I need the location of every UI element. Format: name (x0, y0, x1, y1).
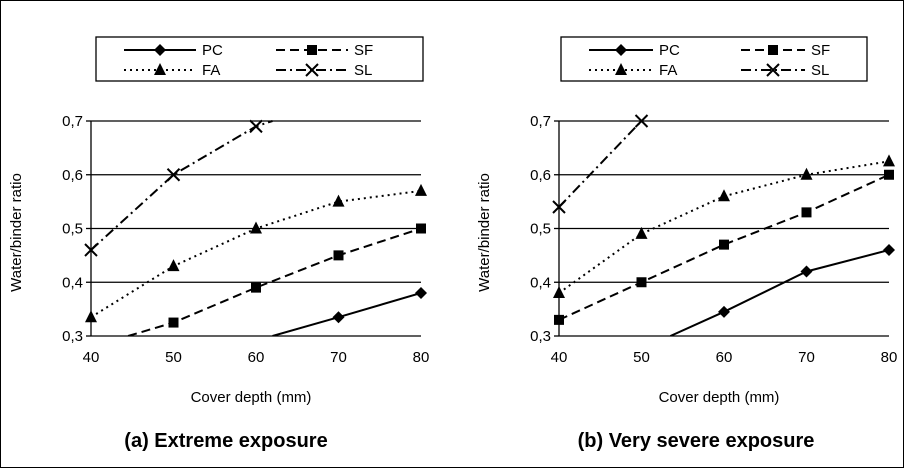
legend-marker-1-SL (766, 63, 780, 77)
chart-panel-0: 0,3 0,4 0,5 0,6 0,7 40 50 60 70 80 Cover depth (mm… (8, 36, 430, 452)
data-point-0-PC-2 (415, 287, 427, 299)
x-tick-label-1-3: 70 (798, 349, 815, 366)
series-line-1-SF (559, 173, 889, 321)
data-point-1-SF-4 (884, 169, 894, 180)
series-line-0-PC (272, 292, 421, 336)
series-line-0-SL (91, 120, 273, 251)
data-point-1-PC-2 (800, 265, 813, 278)
x-tick-label-0-3: 70 (330, 349, 347, 366)
legend-marker-1-SF (768, 45, 778, 55)
legend-marker-1-PC (615, 44, 627, 56)
y-axis-label-1: Water/binder ratio (476, 173, 493, 292)
x-tick-label-1-4: 80 (881, 349, 898, 366)
legend-box-1 (560, 36, 868, 82)
legend-label-0-FA: FA (202, 62, 220, 79)
series-line-1-PC (669, 249, 889, 336)
data-point-0-SL-2 (249, 119, 263, 134)
y-tick-label-0-4: 0,7 (62, 113, 83, 130)
x-tick-label-0-0: 40 (83, 349, 100, 366)
y-tick-label-0-1: 0,4 (62, 274, 83, 291)
series-line-1-FA (559, 160, 889, 294)
data-point-0-FA-3 (332, 194, 345, 207)
data-point-1-FA-4 (883, 154, 895, 167)
chart-caption-0: (a) Extreme exposure (124, 430, 327, 452)
series-line-0-SF (127, 227, 421, 336)
legend-label-1-FA: FA (659, 62, 677, 79)
legend-label-1-PC: PC (659, 42, 680, 59)
legend-box-0 (95, 36, 424, 82)
legend-label-0-PC: PC (202, 42, 223, 59)
legend-label-1-SL: SL (811, 62, 829, 79)
y-tick-label-1-1: 0,4 (530, 274, 551, 291)
legend-marker-0-FA (154, 63, 166, 75)
data-point-0-SF-1 (168, 317, 179, 328)
data-point-1-SF-0 (554, 314, 564, 325)
data-point-0-SL-1 (166, 168, 181, 182)
y-tick-label-0-2: 0,5 (62, 221, 83, 238)
data-point-0-SF-4 (416, 223, 426, 234)
y-tick-label-1-4: 0,7 (530, 113, 551, 130)
data-point-0-SF-3 (333, 250, 344, 261)
data-point-1-PC-3 (883, 244, 895, 256)
legend-label-0-SF: SF (354, 42, 373, 59)
legend-label-1-SF: SF (811, 42, 830, 59)
y-tick-label-1-0: 0,3 (530, 328, 551, 345)
data-point-1-FA-1 (635, 226, 648, 239)
data-point-0-FA-4 (415, 183, 427, 196)
chart-panel-1: 0,3 0,4 0,5 0,6 0,7 40 50 60 70 80 Cover depth (mm… (476, 36, 898, 452)
data-point-1-FA-0 (553, 286, 565, 298)
legend-marker-0-SL (305, 63, 319, 77)
x-tick-label-0-4: 80 (413, 349, 430, 366)
x-tick-label-0-1: 50 (165, 349, 182, 366)
y-tick-label-1-2: 0,5 (530, 221, 551, 238)
data-point-0-FA-2 (250, 221, 262, 234)
data-point-1-SL-1 (634, 114, 649, 128)
legend-marker-0-PC (154, 44, 166, 56)
data-point-1-FA-2 (718, 189, 730, 202)
data-point-0-SF-2 (251, 282, 261, 293)
legend-marker-0-SF (307, 45, 317, 55)
data-point-0-PC-1 (332, 311, 345, 324)
data-point-1-SL-0 (552, 200, 566, 214)
data-point-1-PC-1 (718, 305, 730, 318)
y-tick-label-0-3: 0,6 (62, 167, 83, 184)
x-tick-label-1-2: 60 (716, 349, 733, 366)
data-point-1-SF-3 (801, 207, 812, 218)
y-tick-label-0-0: 0,3 (62, 328, 83, 345)
legend-label-0-SL: SL (354, 62, 372, 79)
data-point-0-SL-0 (84, 243, 98, 257)
x-tick-label-1-0: 40 (551, 349, 568, 366)
x-tick-label-0-2: 60 (248, 349, 265, 366)
legend-marker-1-FA (615, 63, 627, 75)
x-tick-label-1-1: 50 (633, 349, 650, 366)
data-point-1-SF-1 (636, 277, 647, 288)
chart-caption-1: (b) Very severe exposure (578, 430, 815, 452)
data-point-0-FA-1 (167, 259, 180, 272)
series-line-0-FA (91, 189, 421, 319)
y-tick-label-1-3: 0,6 (530, 167, 551, 184)
data-point-0-FA-0 (85, 310, 97, 323)
series-line-1-SL (559, 120, 643, 208)
y-axis-label-0: Water/binder ratio (8, 173, 25, 292)
data-point-1-SF-2 (719, 239, 729, 250)
x-axis-label-0: Cover depth (mm) (191, 389, 312, 406)
x-axis-label-1: Cover depth (mm) (659, 389, 780, 406)
data-point-1-FA-3 (800, 167, 813, 180)
